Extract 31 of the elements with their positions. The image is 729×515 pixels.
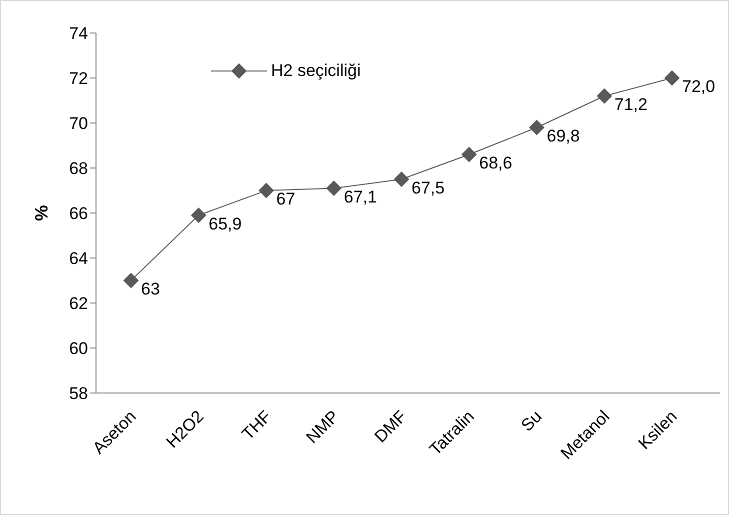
y-tick-label: 68 [69, 159, 88, 178]
point [258, 183, 274, 198]
data-label: 67,1 [344, 187, 377, 206]
y-tick-label: 66 [69, 204, 88, 224]
data-label: 67,5 [412, 178, 445, 198]
point [529, 120, 544, 135]
x-tick-label: THF [238, 406, 276, 444]
y-axis-title: % [31, 204, 52, 222]
data-label: 72,0 [682, 77, 716, 96]
data-label: 69,8 [546, 126, 580, 146]
y-tick-label: 74 [69, 24, 88, 44]
y-tick-label: 64 [69, 249, 88, 268]
x-tick-label: Su [517, 406, 546, 436]
point [664, 70, 680, 86]
y-tick-label: 60 [69, 339, 88, 358]
point [394, 172, 409, 187]
point [462, 147, 477, 162]
point [596, 88, 612, 104]
data-label: 67 [276, 190, 296, 208]
data-label: 65,9 [208, 214, 242, 234]
point [124, 273, 138, 288]
data-label: 71,2 [614, 95, 648, 114]
data-label: 68,6 [479, 154, 512, 172]
data-label: 63 [141, 280, 160, 298]
legend-label: H2 seçiciliği [271, 61, 361, 81]
y-tick-label: 70 [69, 114, 88, 134]
y-tick-label: 72 [69, 69, 88, 88]
point [326, 180, 342, 196]
point [191, 208, 206, 223]
y-tick-label: 62 [69, 294, 88, 314]
y-tick-label: 58 [69, 384, 88, 404]
